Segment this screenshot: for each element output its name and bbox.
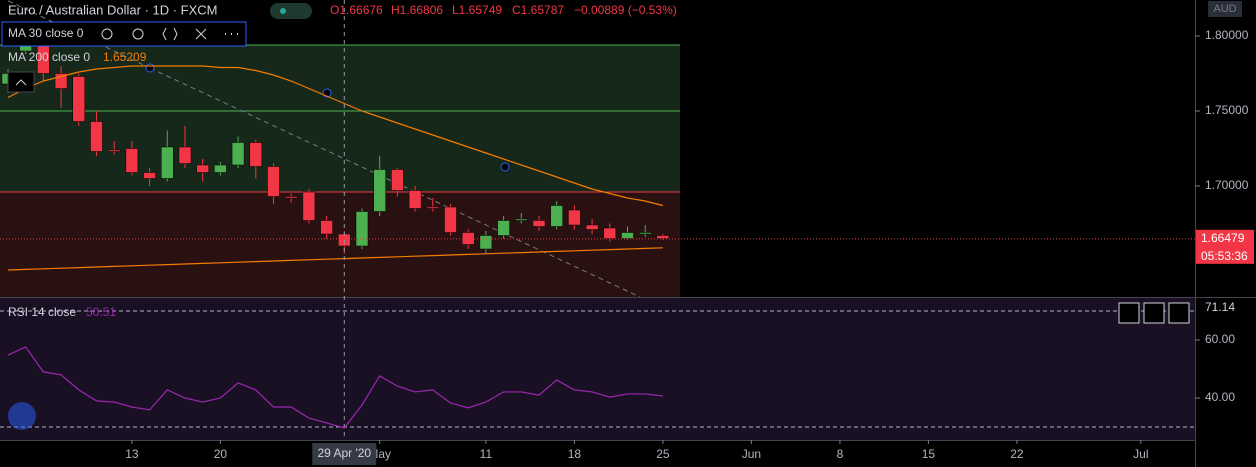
x-tick-label: 20 bbox=[214, 447, 228, 461]
rsi-legend: RSI 14 close bbox=[8, 305, 76, 319]
rsi-line bbox=[7, 346, 663, 429]
candle-body bbox=[532, 220, 546, 227]
candle-body bbox=[621, 232, 634, 239]
last-price-badge bbox=[1196, 229, 1254, 264]
settings-icon[interactable] bbox=[132, 28, 144, 40]
source-icon[interactable] bbox=[162, 27, 178, 41]
candle-body bbox=[284, 196, 298, 199]
candle-body bbox=[90, 121, 103, 152]
anchor bbox=[145, 63, 155, 73]
x-tick-label: 15 bbox=[922, 447, 936, 461]
x-tick-label: 22 bbox=[1010, 447, 1024, 461]
candle-body bbox=[125, 148, 139, 173]
legend-toolbar[interactable] bbox=[1, 21, 247, 47]
candle-body bbox=[302, 191, 316, 221]
readout: L1.65749 bbox=[452, 3, 502, 17]
candle-body bbox=[231, 142, 245, 166]
x-tick-label: 25 bbox=[656, 447, 670, 461]
candle-body bbox=[373, 169, 386, 212]
candle-body bbox=[479, 235, 493, 250]
countdown: 05:53:36 bbox=[1201, 249, 1248, 263]
collapse-button[interactable] bbox=[7, 71, 35, 93]
ma-line bbox=[7, 65, 664, 207]
x-tick-label: 18 bbox=[568, 447, 582, 461]
crosshair-label: 29 Apr '20 bbox=[317, 446, 371, 460]
y-tick-label: 40.00 bbox=[1205, 390, 1235, 404]
candle-body bbox=[72, 76, 86, 122]
y-tick-label: 1.75000 bbox=[1205, 103, 1249, 117]
candle-body bbox=[656, 235, 670, 239]
maximize-button[interactable] bbox=[1168, 302, 1190, 324]
readout: −0.00889 (−0.53%) bbox=[574, 3, 677, 17]
candle-body bbox=[638, 232, 652, 235]
candle-body bbox=[196, 164, 209, 173]
toolbar-icons bbox=[101, 27, 238, 41]
readout: O1.66676 bbox=[330, 3, 383, 17]
candle-body bbox=[161, 146, 174, 179]
candle-body bbox=[515, 218, 528, 221]
status-dot bbox=[280, 8, 286, 14]
readout: C1.65787 bbox=[512, 3, 564, 17]
candle-body bbox=[214, 164, 227, 173]
rsi-pane bbox=[0, 298, 1195, 440]
rsi-marker: 71.14 bbox=[1205, 300, 1235, 314]
remove-icon[interactable] bbox=[195, 28, 207, 40]
y-tick-label: 1.70000 bbox=[1205, 178, 1249, 192]
candle-body bbox=[603, 227, 617, 239]
ma200-legend: MA 200 close 0 bbox=[8, 50, 90, 64]
ma200-value: 1.65209 bbox=[103, 50, 147, 64]
crosshair-badge bbox=[312, 443, 377, 465]
candle-body bbox=[391, 169, 404, 191]
rsi-value: 50.51 bbox=[86, 305, 116, 319]
candle-body bbox=[143, 172, 156, 179]
symbol-title: Euro / Australian Dollar · 1D · FXCM bbox=[8, 2, 218, 17]
readout: H1.66806 bbox=[391, 3, 443, 17]
candle-body bbox=[267, 166, 280, 197]
y-tick-label: 60.00 bbox=[1205, 332, 1235, 346]
candle-body bbox=[550, 205, 563, 227]
x-tick-label: 13 bbox=[125, 447, 139, 461]
status-pill bbox=[270, 3, 312, 19]
x-tick-label: 8 bbox=[837, 447, 844, 461]
x-tick-label: Jul bbox=[1133, 447, 1148, 461]
candle-body bbox=[249, 142, 263, 167]
candle-body bbox=[497, 220, 510, 236]
anchor bbox=[500, 162, 510, 172]
candle-body bbox=[585, 224, 599, 230]
x-tick-label: 11 bbox=[480, 447, 493, 461]
ma30-legend: MA 30 close 0 bbox=[8, 26, 84, 40]
logo bbox=[8, 402, 36, 430]
candle-body bbox=[444, 206, 457, 233]
candle-body bbox=[568, 209, 581, 226]
currency: AUD bbox=[1213, 3, 1236, 15]
green-zone bbox=[0, 45, 680, 192]
candle-body bbox=[178, 146, 192, 164]
candle-body bbox=[107, 149, 121, 152]
close-pane-button[interactable] bbox=[1143, 302, 1165, 324]
last-price: 1.66479 bbox=[1201, 231, 1245, 245]
move-up-button[interactable] bbox=[1118, 302, 1140, 324]
collapse-icon bbox=[15, 79, 27, 86]
currency-badge bbox=[1208, 1, 1242, 17]
ma-line bbox=[7, 247, 663, 271]
x-tick-label: Jun bbox=[742, 447, 761, 461]
candle-body bbox=[408, 190, 422, 209]
eye-icon[interactable] bbox=[101, 28, 113, 40]
candle-body bbox=[426, 206, 440, 209]
pane-buttons bbox=[1118, 302, 1190, 324]
y-tick-label: 1.80000 bbox=[1205, 28, 1249, 42]
candle-body bbox=[320, 220, 333, 235]
rsi-marker-badge bbox=[1196, 298, 1254, 317]
candle-body bbox=[355, 211, 369, 247]
